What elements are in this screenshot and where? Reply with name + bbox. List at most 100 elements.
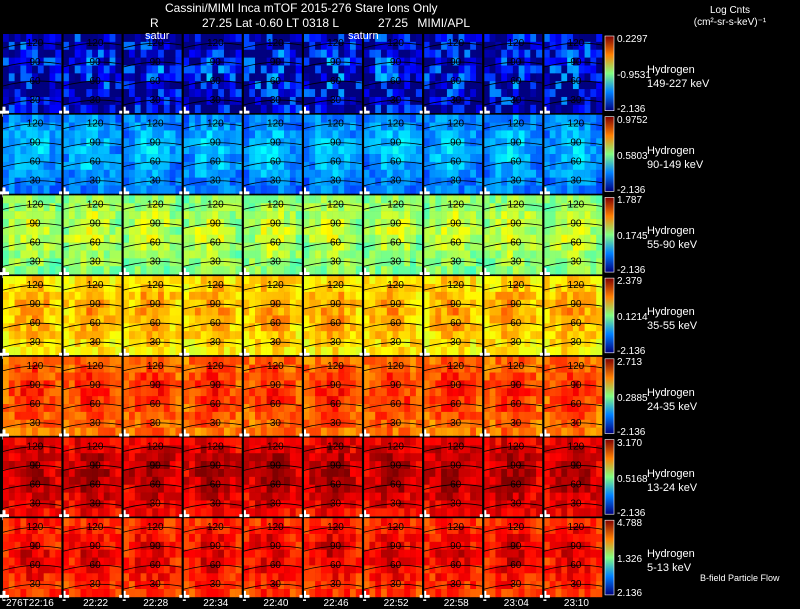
pixel [452, 242, 459, 251]
pixel [507, 154, 514, 163]
pixel [410, 211, 417, 220]
pixel [355, 234, 362, 243]
pixel [410, 346, 417, 356]
pixel [555, 138, 562, 147]
pixel [404, 57, 411, 66]
pixel [464, 234, 471, 243]
pixel [55, 339, 62, 348]
contour-line [483, 142, 542, 149]
pixel [74, 226, 81, 236]
pixel [452, 226, 459, 236]
pixel [543, 65, 551, 74]
pixel [369, 323, 376, 332]
pixel [169, 185, 176, 194]
pixel [415, 154, 422, 163]
pixel [243, 185, 250, 194]
pixel [68, 96, 76, 106]
pixel [315, 283, 322, 293]
pixel [158, 34, 165, 43]
pixel [146, 81, 153, 90]
pixel [530, 315, 537, 324]
pixel [14, 65, 21, 74]
pixel [49, 283, 56, 293]
pixel [338, 250, 345, 259]
pixel [375, 146, 382, 155]
pixel [278, 315, 285, 324]
contour-label: 30 [270, 176, 282, 187]
pixel [158, 404, 165, 413]
pixel [55, 266, 62, 275]
pixel [243, 331, 250, 340]
pixel [369, 146, 376, 155]
pixel [206, 388, 213, 397]
pixel [495, 73, 502, 82]
pixel [235, 226, 242, 236]
pixel [26, 114, 33, 123]
pixel [543, 195, 551, 204]
pixel [326, 161, 333, 171]
pixel [507, 266, 514, 275]
pixel [435, 104, 442, 113]
pixel [68, 372, 76, 381]
pixel [272, 89, 279, 98]
pixel [206, 73, 213, 82]
pixel [278, 307, 285, 316]
pixel [435, 242, 442, 251]
pixel [183, 388, 190, 397]
pixel [381, 219, 388, 228]
pixel [175, 161, 182, 171]
pixel [423, 234, 430, 243]
contour-label: 90 [29, 218, 41, 229]
pixel [63, 177, 70, 186]
pixel [20, 169, 27, 178]
pixel [561, 276, 568, 285]
pixel [235, 195, 242, 204]
pixel [109, 122, 116, 131]
pixel [158, 104, 165, 113]
pixel [561, 234, 568, 243]
pixel [43, 130, 50, 139]
pixel [423, 250, 430, 259]
pixel [284, 299, 291, 308]
pixel [326, 73, 333, 82]
pixel [146, 65, 153, 74]
pixel [43, 419, 50, 428]
pixel [381, 161, 388, 171]
pixel [543, 211, 551, 220]
pixel [338, 154, 345, 163]
pixel [223, 299, 231, 308]
pixel [200, 138, 207, 147]
pixel [572, 203, 580, 212]
pixel [194, 177, 202, 186]
pixel [429, 315, 436, 324]
pixel [249, 258, 256, 267]
pixel [115, 250, 122, 259]
pixel [446, 57, 454, 66]
pixel [255, 307, 262, 316]
pixel [103, 185, 110, 194]
pixel [524, 307, 531, 316]
pixel [435, 299, 442, 308]
pixel [344, 266, 351, 275]
pixel [68, 404, 76, 413]
pixel [80, 41, 87, 51]
pixel [109, 242, 116, 251]
pixel [32, 219, 39, 228]
pixel [92, 331, 99, 340]
pixel [63, 89, 70, 98]
pixel [441, 138, 448, 147]
pixel [315, 234, 322, 243]
pixel [572, 154, 580, 163]
pixel [536, 122, 543, 131]
pixel [175, 339, 182, 348]
pixel [212, 154, 219, 163]
pixel [572, 276, 580, 285]
pixel [410, 226, 417, 236]
pixel [530, 138, 537, 147]
pixel [584, 234, 591, 243]
pixel [415, 161, 422, 171]
pixel [129, 89, 136, 98]
pixel [206, 146, 213, 155]
pixel [483, 177, 490, 186]
